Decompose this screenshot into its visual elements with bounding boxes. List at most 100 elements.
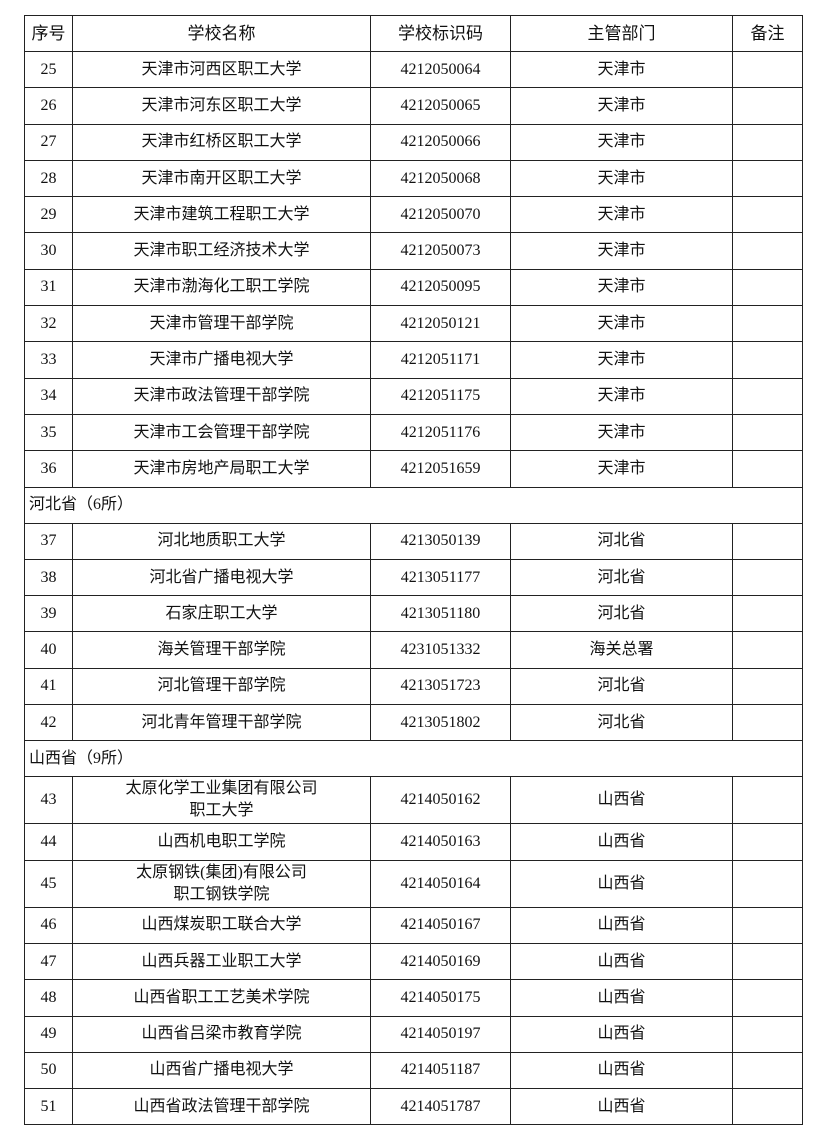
row-number-cell: 33 bbox=[24, 341, 73, 379]
table-row: 28 天津市南开区职工大学 4212050068 天津市 bbox=[24, 159, 803, 198]
note-cell bbox=[732, 1051, 803, 1090]
note-cell bbox=[732, 823, 803, 861]
section-row: 山西省（9所） bbox=[24, 740, 803, 778]
school-name-cell: 天津市河西区职工大学 bbox=[72, 50, 371, 89]
school-code-cell: 4212051176 bbox=[370, 413, 511, 452]
row-number-cell: 51 bbox=[24, 1088, 73, 1126]
note-cell bbox=[732, 631, 803, 669]
school-name-cell: 石家庄职工大学 bbox=[72, 595, 371, 633]
note-cell bbox=[732, 667, 803, 706]
section-title: 河北省（6所） bbox=[24, 486, 803, 524]
table-row: 25 天津市河西区职工大学 4212050064 天津市 bbox=[24, 50, 803, 89]
department-cell: 河北省 bbox=[510, 522, 733, 560]
school-code-cell: 4231051332 bbox=[370, 631, 511, 669]
department-cell: 天津市 bbox=[510, 268, 733, 307]
table-row: 43 太原化学工业集团有限公司 职工大学 4214050162 山西省 bbox=[24, 776, 803, 825]
school-code-cell: 4212050064 bbox=[370, 50, 511, 89]
school-name-cell: 河北省广播电视大学 bbox=[72, 558, 371, 597]
table-row: 35 天津市工会管理干部学院 4212051176 天津市 bbox=[24, 413, 803, 452]
note-cell bbox=[732, 942, 803, 981]
row-number-cell: 43 bbox=[24, 776, 73, 825]
note-cell bbox=[732, 558, 803, 597]
school-name-cell: 天津市南开区职工大学 bbox=[72, 159, 371, 198]
header-school-code: 学校标识码 bbox=[370, 15, 511, 52]
school-code-cell: 4213051723 bbox=[370, 667, 511, 706]
school-name-cell: 山西煤炭职工联合大学 bbox=[72, 906, 371, 944]
school-name-cell: 天津市广播电视大学 bbox=[72, 341, 371, 379]
school-code-cell: 4214050169 bbox=[370, 942, 511, 981]
row-number-cell: 35 bbox=[24, 413, 73, 452]
note-cell bbox=[732, 859, 803, 908]
row-number-cell: 36 bbox=[24, 450, 73, 488]
row-number-cell: 26 bbox=[24, 87, 73, 125]
department-cell: 山西省 bbox=[510, 906, 733, 944]
department-cell: 山西省 bbox=[510, 776, 733, 825]
department-cell: 山西省 bbox=[510, 1015, 733, 1053]
table-row: 51 山西省政法管理干部学院 4214051787 山西省 bbox=[24, 1088, 803, 1126]
table-row: 42 河北青年管理干部学院 4213051802 河北省 bbox=[24, 704, 803, 742]
school-code-cell: 4213051177 bbox=[370, 558, 511, 597]
school-name-cell: 河北管理干部学院 bbox=[72, 667, 371, 706]
school-name-cell: 太原钢铁(集团)有限公司 职工钢铁学院 bbox=[72, 859, 371, 908]
department-cell: 天津市 bbox=[510, 450, 733, 488]
table-row: 36 天津市房地产局职工大学 4212051659 天津市 bbox=[24, 450, 803, 488]
row-number-cell: 27 bbox=[24, 123, 73, 161]
department-cell: 海关总署 bbox=[510, 631, 733, 669]
school-code-cell: 4212051659 bbox=[370, 450, 511, 488]
table-row: 40 海关管理干部学院 4231051332 海关总署 bbox=[24, 631, 803, 669]
row-number-cell: 25 bbox=[24, 50, 73, 89]
row-number-cell: 29 bbox=[24, 196, 73, 234]
note-cell bbox=[732, 50, 803, 89]
note-cell bbox=[732, 196, 803, 234]
row-number-cell: 28 bbox=[24, 159, 73, 198]
header-note: 备注 bbox=[732, 15, 803, 52]
school-code-cell: 4214051787 bbox=[370, 1088, 511, 1126]
header-no: 序号 bbox=[24, 15, 73, 52]
department-cell: 山西省 bbox=[510, 823, 733, 861]
note-cell bbox=[732, 776, 803, 825]
row-number-cell: 31 bbox=[24, 268, 73, 307]
row-number-cell: 45 bbox=[24, 859, 73, 908]
school-name-cell: 山西兵器工业职工大学 bbox=[72, 942, 371, 981]
row-number-cell: 49 bbox=[24, 1015, 73, 1053]
school-name-cell: 山西省职工工艺美术学院 bbox=[72, 979, 371, 1017]
section-row: 河北省（6所） bbox=[24, 486, 803, 524]
school-name-cell: 天津市工会管理干部学院 bbox=[72, 413, 371, 452]
table-row: 29 天津市建筑工程职工大学 4212050070 天津市 bbox=[24, 196, 803, 234]
school-code-cell: 4212050065 bbox=[370, 87, 511, 125]
department-cell: 山西省 bbox=[510, 1088, 733, 1126]
row-number-cell: 42 bbox=[24, 704, 73, 742]
table-row: 32 天津市管理干部学院 4212050121 天津市 bbox=[24, 305, 803, 343]
school-code-cell: 4213051802 bbox=[370, 704, 511, 742]
school-code-cell: 4214051187 bbox=[370, 1051, 511, 1090]
table-row: 27 天津市红桥区职工大学 4212050066 天津市 bbox=[24, 123, 803, 161]
school-code-cell: 4212050066 bbox=[370, 123, 511, 161]
school-code-cell: 4214050167 bbox=[370, 906, 511, 944]
note-cell bbox=[732, 450, 803, 488]
school-code-cell: 4212051171 bbox=[370, 341, 511, 379]
table-row: 46 山西煤炭职工联合大学 4214050167 山西省 bbox=[24, 906, 803, 944]
row-number-cell: 40 bbox=[24, 631, 73, 669]
department-cell: 山西省 bbox=[510, 979, 733, 1017]
table-row: 41 河北管理干部学院 4213051723 河北省 bbox=[24, 667, 803, 706]
school-name-cell: 山西省吕梁市教育学院 bbox=[72, 1015, 371, 1053]
department-cell: 天津市 bbox=[510, 413, 733, 452]
school-code-cell: 4214050163 bbox=[370, 823, 511, 861]
note-cell bbox=[732, 268, 803, 307]
table-header-row: 序号 学校名称 学校标识码 主管部门 备注 bbox=[24, 15, 803, 52]
table-row: 30 天津市职工经济技术大学 4212050073 天津市 bbox=[24, 232, 803, 270]
table-row: 49 山西省吕梁市教育学院 4214050197 山西省 bbox=[24, 1015, 803, 1053]
table-body: 25 天津市河西区职工大学 4212050064 天津市 26 天津市河东区职工大学 421… bbox=[24, 50, 803, 1126]
note-cell bbox=[732, 413, 803, 452]
school-name-cell: 太原化学工业集团有限公司 职工大学 bbox=[72, 776, 371, 825]
department-cell: 天津市 bbox=[510, 305, 733, 343]
department-cell: 山西省 bbox=[510, 1051, 733, 1090]
department-cell: 天津市 bbox=[510, 341, 733, 379]
table-row: 47 山西兵器工业职工大学 4214050169 山西省 bbox=[24, 942, 803, 981]
row-number-cell: 44 bbox=[24, 823, 73, 861]
note-cell bbox=[732, 906, 803, 944]
row-number-cell: 38 bbox=[24, 558, 73, 597]
note-cell bbox=[732, 232, 803, 270]
row-number-cell: 32 bbox=[24, 305, 73, 343]
row-number-cell: 41 bbox=[24, 667, 73, 706]
